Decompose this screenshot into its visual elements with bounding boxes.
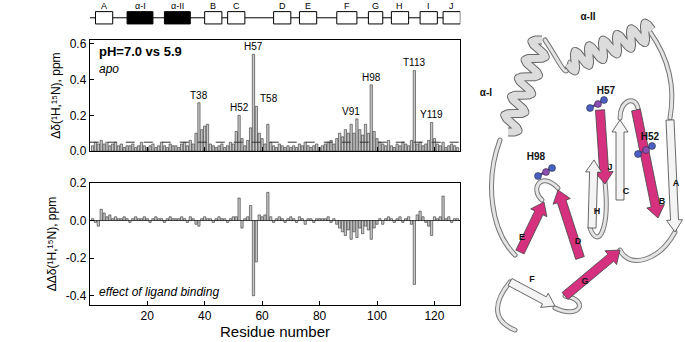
svg-text:α-I: α-I [480,87,492,98]
svg-text:J: J [449,1,454,11]
svg-text:I: I [427,1,430,11]
svg-text:G: G [372,1,379,11]
svg-text:-0.2: -0.2 [66,251,87,265]
svg-text:ΔΔδ(¹H,¹⁵N), ppm: ΔΔδ(¹H,¹⁵N), ppm [45,197,59,291]
svg-text:effect of ligand binding: effect of ligand binding [99,285,219,299]
svg-text:40: 40 [198,309,212,323]
svg-text:Δδ(¹H,¹⁵N), ppm: Δδ(¹H,¹⁵N), ppm [49,52,63,138]
svg-text:-0.4: -0.4 [66,289,87,303]
svg-text:T58: T58 [260,93,278,104]
svg-text:J: J [607,162,612,172]
svg-text:α-II: α-II [171,1,184,11]
svg-text:B: B [659,196,666,206]
svg-text:T113: T113 [403,57,425,68]
svg-text:80: 80 [313,309,327,323]
svg-text:apo: apo [99,62,119,76]
svg-text:A: A [101,1,107,11]
svg-text:pH=7.0 vs 5.9: pH=7.0 vs 5.9 [99,44,182,59]
svg-text:0.0: 0.0 [70,144,87,158]
svg-text:100: 100 [367,309,387,323]
svg-text:H52: H52 [641,131,660,142]
svg-text:A: A [673,178,680,188]
svg-text:E: E [305,1,311,11]
svg-text:120: 120 [424,309,444,323]
svg-text:C: C [233,1,240,11]
svg-text:H52: H52 [230,102,249,113]
svg-text:H: H [396,1,403,11]
svg-text:0.2: 0.2 [70,176,87,190]
svg-text:H98: H98 [527,151,546,162]
svg-text:0.4: 0.4 [70,73,87,87]
svg-text:60: 60 [255,309,269,323]
svg-text:D: D [279,1,286,11]
svg-text:F: F [529,274,535,284]
svg-text:C: C [623,186,630,196]
svg-text:F: F [344,1,350,11]
svg-text:V91: V91 [342,106,360,117]
svg-text:B: B [210,1,216,11]
svg-text:α-I: α-I [135,1,146,11]
svg-text:E: E [519,232,525,242]
svg-text:H98: H98 [362,72,381,83]
svg-text:H: H [594,206,601,216]
svg-text:Y119: Y119 [420,109,443,120]
svg-text:0.2: 0.2 [70,109,87,123]
svg-text:α-II: α-II [580,11,595,22]
svg-text:H57: H57 [244,41,263,52]
svg-text:D: D [575,236,582,246]
svg-text:0.0: 0.0 [70,214,87,228]
svg-text:20: 20 [141,309,155,323]
svg-text:0.6: 0.6 [70,37,87,51]
svg-text:H57: H57 [597,85,616,96]
svg-text:G: G [581,276,588,286]
svg-text:T38: T38 [190,90,208,101]
svg-text:Residue number: Residue number [220,323,330,340]
